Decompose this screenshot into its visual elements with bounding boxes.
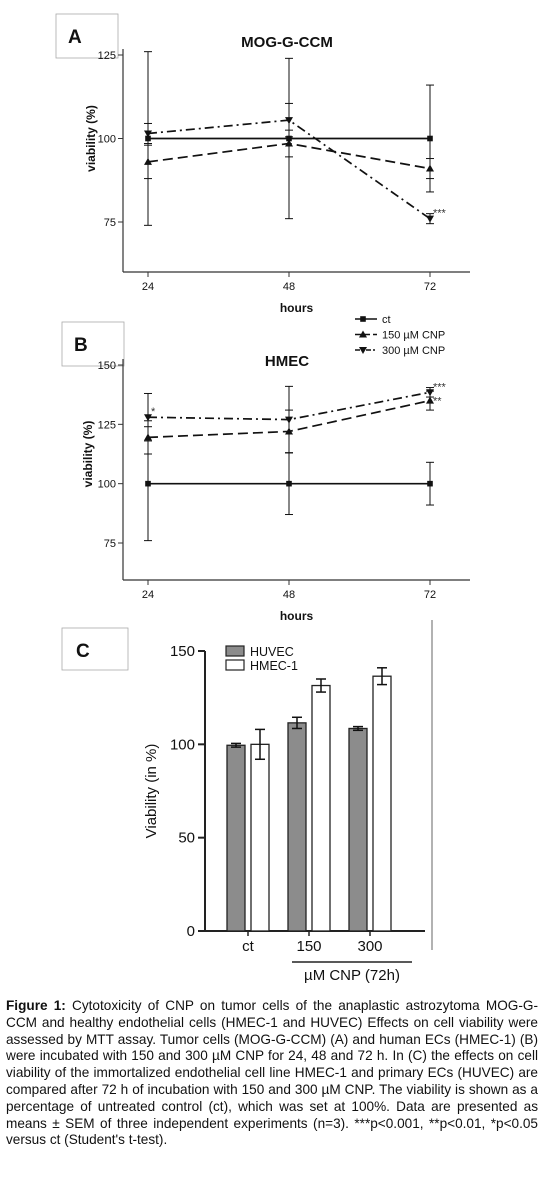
data-point [426, 215, 434, 223]
figure: A MOG-G-CCM 75 100 125 24 48 72 hours viability (… [55, 13, 470, 984]
significance-label: *** [433, 208, 447, 220]
data-point [426, 396, 434, 404]
y-axis-label: Viability (in %) [143, 744, 160, 839]
x-tick-label: ct [242, 938, 255, 955]
y-tick-label: 75 [104, 217, 116, 229]
legend-label: HMEC-1 [250, 659, 298, 673]
x-axis-label: µM CNP (72h) [304, 967, 400, 984]
x-axis-label: hours [280, 609, 314, 623]
legend-marker [360, 316, 366, 322]
significance-label: *** [433, 381, 447, 393]
bar [311, 684, 331, 932]
x-tick-label: 150 [296, 938, 321, 955]
bar [287, 722, 307, 932]
y-axis-label: viability (%) [81, 421, 95, 488]
bar [348, 727, 368, 932]
panel-letter: B [74, 335, 88, 356]
data-point [426, 389, 434, 397]
y-tick-label: 125 [98, 419, 116, 431]
legend-label: HUVEC [250, 645, 294, 659]
x-tick-label: 72 [424, 589, 436, 601]
x-axis-label: hours [280, 301, 314, 315]
panel-c: C 0 50 100 150 Viability (in %) ct 150 300 µM CNP… [61, 620, 433, 984]
data-point [144, 414, 152, 422]
y-tick-label: 50 [178, 830, 195, 847]
figure-caption: Figure 1: Cytotoxicity of CNP on tumor c… [6, 998, 538, 1149]
panel-letter-box [55, 13, 119, 59]
data-point [144, 130, 152, 138]
y-tick-label: 100 [170, 736, 195, 753]
legend-marker [359, 347, 367, 354]
legend-label: 150 µM CNP [382, 330, 445, 342]
y-tick-label: 100 [98, 479, 116, 491]
x-tick-label: 48 [283, 589, 295, 601]
y-tick-label: 125 [98, 50, 116, 62]
bar [250, 743, 270, 932]
caption-text: Cytotoxicity of CNP on tumor cells of th… [6, 998, 538, 1148]
data-point [427, 480, 433, 487]
legend-swatch [225, 645, 245, 657]
panel-b: B HMEC 75 100 125 150 24 48 72 hours viability (%)… [61, 314, 470, 623]
legend-marker [359, 330, 367, 338]
data-point [285, 117, 293, 125]
data-point [286, 480, 292, 487]
x-tick-label: 48 [283, 281, 295, 293]
y-axis-label: viability (%) [84, 105, 98, 172]
x-tick-label: 300 [357, 938, 382, 955]
legend-label: 300 µM CNP [382, 345, 445, 357]
data-point [145, 480, 151, 487]
bar [226, 744, 246, 932]
data-point [427, 135, 433, 142]
data-point [285, 139, 293, 147]
panel-letter-box [61, 321, 125, 367]
y-tick-label: 150 [98, 360, 116, 372]
panel-letter-box [61, 627, 129, 671]
x-tick-label: 24 [142, 281, 154, 293]
x-tick-label: 72 [424, 281, 436, 293]
y-tick-label: 75 [104, 538, 116, 550]
caption-label: Figure 1: [6, 998, 66, 1013]
legend-label: ct [382, 314, 391, 326]
y-tick-label: 100 [98, 134, 116, 146]
chart-title: MOG-G-CCM [241, 34, 333, 51]
significance-label: * [151, 406, 156, 418]
chart-title: HMEC [265, 353, 309, 370]
panel-a: A MOG-G-CCM 75 100 125 24 48 72 hours viability (… [55, 13, 470, 315]
x-tick-label: 24 [142, 589, 154, 601]
data-point [426, 164, 434, 172]
data-point [144, 157, 152, 165]
panel-letter: A [68, 27, 82, 48]
legend-swatch [225, 659, 245, 671]
y-tick-label: 150 [170, 643, 195, 660]
significance-label: ** [433, 396, 442, 408]
bar [372, 675, 392, 932]
y-tick-label: 0 [187, 923, 195, 940]
panel-letter: C [76, 641, 90, 662]
data-point [285, 416, 293, 424]
